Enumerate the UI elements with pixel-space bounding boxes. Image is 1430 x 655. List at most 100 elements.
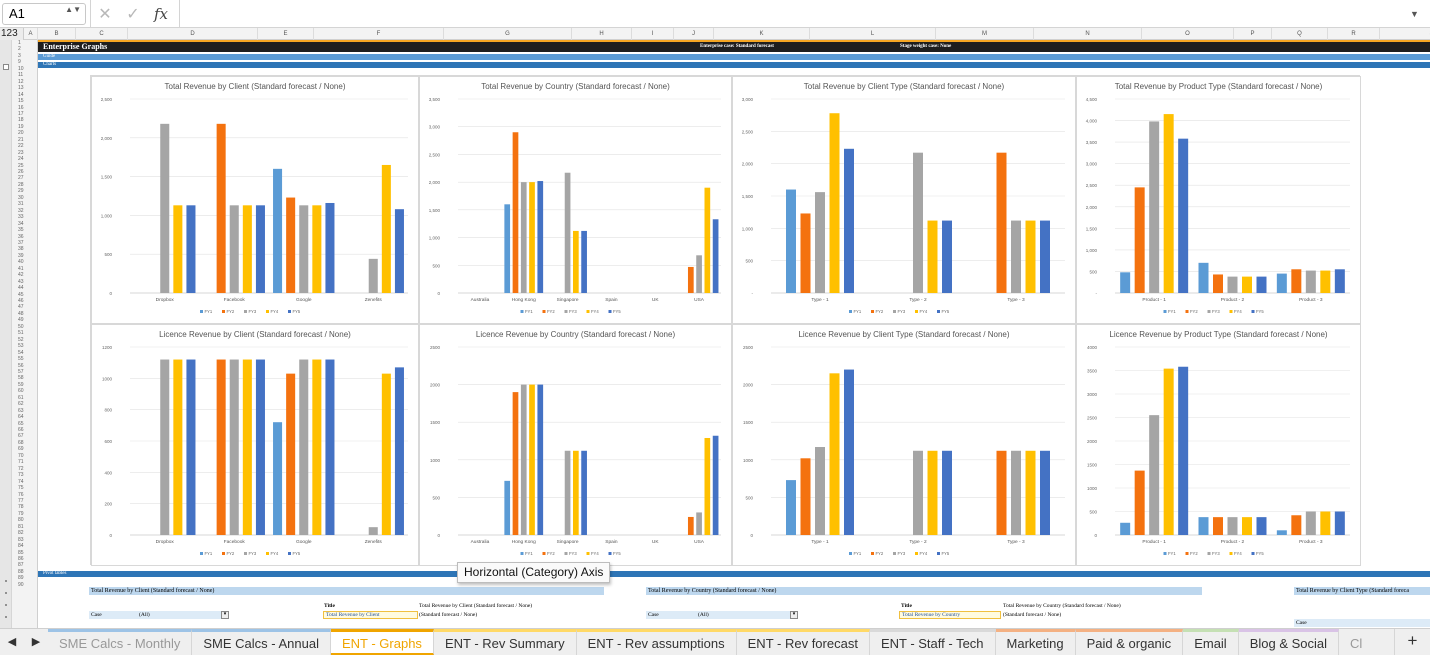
next-sheet-icon[interactable]: ▶	[31, 636, 41, 648]
column-header-cell[interactable]: K	[714, 28, 810, 40]
column-header-cell[interactable]: C	[76, 28, 128, 40]
row-header-cell[interactable]: 15	[18, 98, 24, 105]
outline-level-buttons[interactable]: 123	[0, 28, 24, 40]
tab-ent-rev-forecast[interactable]: ENT - Rev forecast	[736, 629, 870, 655]
bar-chart[interactable]: Licence Revenue by Product Type (Standar…	[1077, 325, 1360, 565]
row-header-cell[interactable]: 61	[18, 394, 24, 401]
row-header-cell[interactable]: 54	[18, 349, 24, 356]
row-header-cell[interactable]: 56	[18, 362, 24, 369]
row-header-cell[interactable]: 55	[18, 356, 24, 363]
column-header-cell[interactable]: L	[810, 28, 936, 40]
row-header-cell[interactable]: 60	[18, 388, 24, 395]
row-header-cell[interactable]: 79	[18, 510, 24, 517]
row-header-cell[interactable]: 47	[18, 304, 24, 311]
row-header-cell[interactable]: 86	[18, 556, 24, 562]
column-header-cell[interactable]: M	[936, 28, 1034, 40]
row-header-cell[interactable]: 20	[18, 130, 24, 137]
tab-blog-social[interactable]: Blog & Social	[1238, 629, 1340, 655]
row-header-cell[interactable]: 81	[18, 523, 24, 530]
row-header-cell[interactable]: 38	[18, 246, 24, 253]
chart-panel[interactable]: Total Revenue by Client Type (Standard f…	[732, 76, 1076, 324]
column-header-cell[interactable]: R	[1328, 28, 1380, 40]
row-header-cell[interactable]: 22	[18, 143, 24, 150]
chart-panel[interactable]: Total Revenue by Country (Standard forec…	[419, 76, 732, 324]
confirm-icon[interactable]: ✓	[126, 5, 140, 23]
pivot-title-input[interactable]: Total Revenue by Client	[323, 611, 418, 619]
bar-chart[interactable]: Total Revenue by Client (Standard foreca…	[92, 77, 418, 323]
row-header-cell[interactable]: 3	[18, 52, 21, 59]
column-header-cell[interactable]: J	[674, 28, 714, 40]
tab-ent-graphs[interactable]: ENT - Graphs	[330, 629, 434, 655]
row-header-cell[interactable]: 68	[18, 439, 24, 446]
column-header-cell[interactable]: S	[1380, 28, 1430, 40]
row-header-cell[interactable]: 84	[18, 543, 24, 550]
row-header-cell[interactable]: 50	[18, 323, 24, 330]
bar-chart[interactable]: Total Revenue by Client Type (Standard f…	[733, 77, 1075, 323]
chart-panel[interactable]: Licence Revenue by Country (Standard for…	[419, 324, 732, 566]
row-header-cell[interactable]: 40	[18, 259, 24, 266]
row-header-cell[interactable]: 66	[18, 427, 24, 433]
bar-chart[interactable]: Total Revenue by Product Type (Standard …	[1077, 77, 1360, 323]
row-header-cell[interactable]: 2	[18, 46, 21, 53]
row-header-cell[interactable]: 82	[18, 530, 24, 537]
row-header-cell[interactable]: 27	[18, 175, 24, 182]
prev-sheet-icon[interactable]: ◀	[7, 636, 17, 648]
row-header-cell[interactable]: 11	[18, 72, 24, 79]
row-header-cell[interactable]: 80	[18, 517, 24, 524]
column-header-cell[interactable]: P	[1234, 28, 1272, 40]
tab-ent-rev-summary[interactable]: ENT - Rev Summary	[433, 629, 577, 655]
row-header-cell[interactable]: 14	[18, 91, 24, 98]
row-header-cell[interactable]: 49	[18, 317, 24, 324]
chart-panel[interactable]: Licence Revenue by Client (Standard fore…	[91, 324, 419, 566]
tab-sme-calcs-monthly[interactable]: SME Calcs - Monthly	[48, 629, 193, 655]
row-header-cell[interactable]: 57	[18, 368, 24, 375]
row-header-cell[interactable]: 12	[18, 78, 24, 85]
row-header-cell[interactable]: 44	[18, 285, 24, 292]
row-header-cell[interactable]: 31	[18, 201, 24, 208]
add-sheet-button[interactable]: +	[1394, 629, 1430, 655]
tab-paid-organic[interactable]: Paid & organic	[1075, 629, 1184, 655]
column-header-cell[interactable]: N	[1034, 28, 1142, 40]
insert-function-icon[interactable]: fx	[153, 4, 168, 23]
row-header-cell[interactable]: 41	[18, 265, 24, 272]
row-header-cell[interactable]: 78	[18, 504, 24, 511]
outline-dot-icon[interactable]	[5, 592, 7, 594]
row-header-cell[interactable]: 75	[18, 485, 24, 492]
row-header-cell[interactable]: 88	[18, 568, 24, 575]
column-header-cell[interactable]: E	[258, 28, 314, 40]
row-header-cell[interactable]: 58	[18, 375, 24, 382]
row-header-cell[interactable]: 51	[18, 330, 24, 337]
tab-ent-rev-assumptions[interactable]: ENT - Rev assumptions	[576, 629, 737, 655]
chevron-down-icon[interactable]: ▾	[221, 611, 229, 619]
row-header-cell[interactable]: 70	[18, 452, 24, 459]
name-box[interactable]: A1 ▲▼	[2, 2, 86, 25]
pivot-case-filter[interactable]: Case	[1294, 619, 1430, 627]
tab-cl[interactable]: Cl	[1350, 636, 1363, 651]
row-header-cell[interactable]: 18	[18, 117, 24, 124]
row-header-cell[interactable]: 87	[18, 562, 24, 569]
pivot-case-filter[interactable]: Case (All) ▾	[89, 611, 229, 619]
row-header-cell[interactable]: 45	[18, 291, 24, 298]
chart-panel[interactable]: Licence Revenue by Client Type (Standard…	[732, 324, 1076, 566]
outline-collapse-icon[interactable]	[3, 64, 9, 70]
row-header-cell[interactable]: 13	[18, 85, 24, 92]
row-header-cell[interactable]: 48	[18, 310, 24, 317]
tab-sme-calcs-annual[interactable]: SME Calcs - Annual	[192, 629, 331, 655]
chart-panel[interactable]: Total Revenue by Client (Standard foreca…	[91, 76, 419, 324]
row-header-cell[interactable]: 53	[18, 343, 24, 350]
bar-chart[interactable]: Licence Revenue by Client Type (Standard…	[733, 325, 1075, 565]
bar-chart[interactable]: Total Revenue by Country (Standard forec…	[420, 77, 731, 323]
row-header-cell[interactable]: 90	[18, 581, 24, 588]
column-header-cell[interactable]: O	[1142, 28, 1234, 40]
row-header-cell[interactable]: 19	[18, 123, 24, 130]
row-header-cell[interactable]: 69	[18, 446, 24, 453]
row-header-cell[interactable]: 29	[18, 188, 24, 195]
row-header-cell[interactable]: 17	[18, 110, 24, 117]
row-header-cell[interactable]: 37	[18, 239, 24, 246]
chart-panel[interactable]: Total Revenue by Product Type (Standard …	[1076, 76, 1361, 324]
column-header-cell[interactable]: F	[314, 28, 444, 40]
row-header-cell[interactable]: 25	[18, 162, 24, 169]
row-header-cell[interactable]: 46	[18, 298, 24, 304]
row-header-cell[interactable]: 76	[18, 491, 24, 498]
row-header-cell[interactable]: 21	[18, 136, 24, 143]
